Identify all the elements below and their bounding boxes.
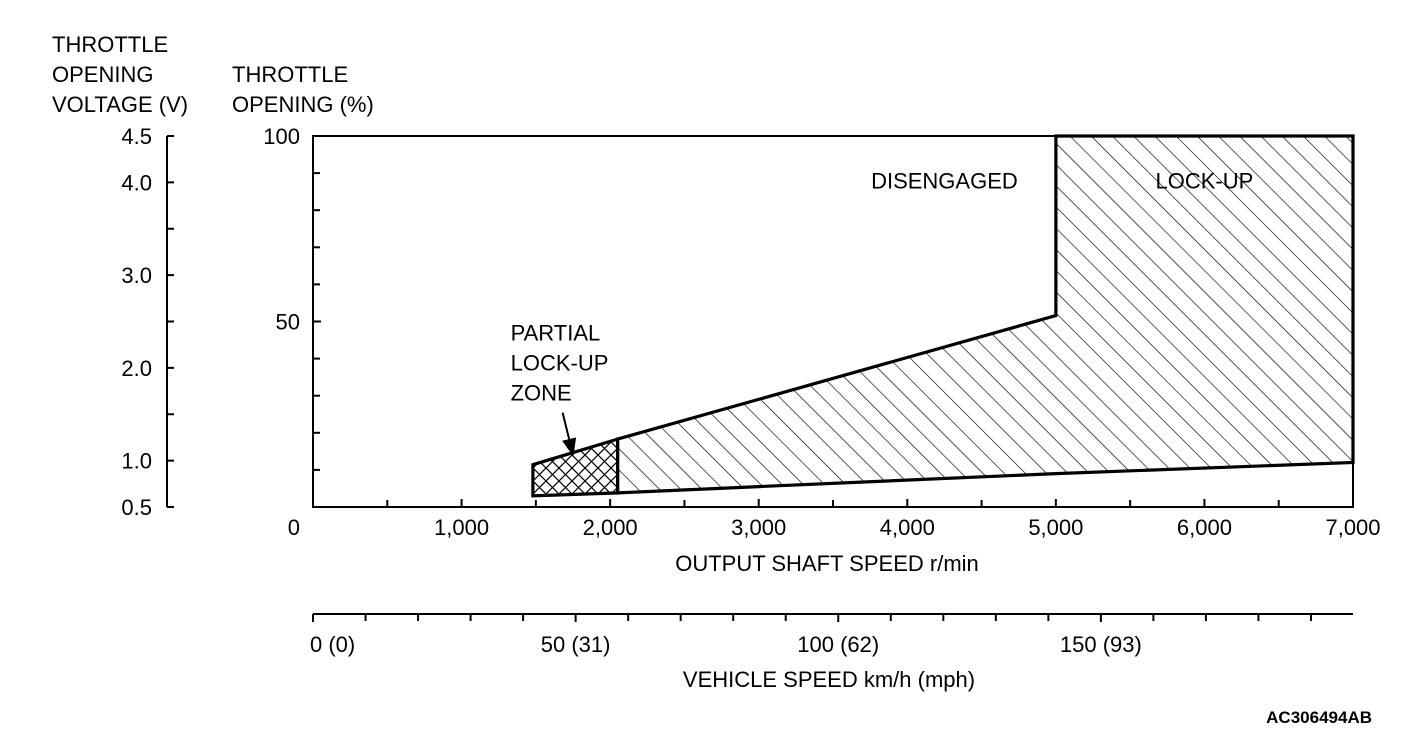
- voltage-axis-label-line: OPENING: [52, 62, 153, 87]
- voltage-tick-label: 2.0: [121, 356, 152, 381]
- voltage-axis-label-line: VOLTAGE (V): [52, 92, 188, 117]
- throttle-tick-label: 100: [263, 124, 300, 149]
- voltage-tick-label: 4.5: [121, 124, 152, 149]
- annotation-label-line: PARTIAL: [511, 321, 601, 346]
- figure-id: AC306494AB: [1266, 708, 1372, 727]
- annotation-label: DISENGAGED: [871, 169, 1018, 194]
- voltage-tick-label: 1.0: [121, 449, 152, 474]
- shaft-speed-tick-label: 4,000: [880, 515, 935, 540]
- annotation-label: LOCK-UP: [1156, 169, 1254, 194]
- shaft-speed-tick-label: 7,000: [1325, 515, 1380, 540]
- voltage-axis: 4.5 4.0 3.0 2.0 1.0 0.5: [121, 124, 174, 520]
- throttle-axis: 100 50 0: [263, 124, 321, 540]
- vehicle-tick-label: 50 (31): [541, 632, 611, 657]
- annotation-label-line: ZONE: [511, 381, 572, 406]
- throttle-axis-label: THROTTLE OPENING (%): [232, 62, 374, 117]
- shaft-speed-axis: 1,000 2,000 3,000 4,000 5,000 6,000 7,000: [386, 499, 1381, 540]
- partial-lockup-region: [531, 436, 620, 498]
- annotation-label-line: LOCK-UP: [1156, 169, 1254, 194]
- shaft-speed-tick-label: 1,000: [434, 515, 489, 540]
- vehicle-tick-label: 100 (62): [797, 632, 879, 657]
- shaft-speed-tick-label: 2,000: [583, 515, 638, 540]
- throttle-axis-label-line: OPENING (%): [232, 92, 374, 117]
- vehicle-tick-label: 150 (93): [1060, 632, 1142, 657]
- annotation-label-line: DISENGAGED: [871, 169, 1018, 194]
- annotations: DISENGAGED LOCK-UP PARTIAL LOCK-UP ZONE: [511, 169, 1254, 457]
- voltage-axis-label-line: THROTTLE: [52, 32, 168, 57]
- shaft-speed-axis-title: OUTPUT SHAFT SPEED r/min: [675, 551, 979, 576]
- annotation-label: PARTIAL LOCK-UP ZONE: [511, 321, 609, 406]
- annotation-arrow: [561, 412, 577, 457]
- shaft-speed-tick-label: 3,000: [731, 515, 786, 540]
- vehicle-speed-axis-title: VEHICLE SPEED km/h (mph): [683, 667, 975, 692]
- shaft-speed-tick-label: 6,000: [1177, 515, 1232, 540]
- throttle-axis-label-line: THROTTLE: [232, 62, 348, 87]
- vehicle-speed-axis: 0 (0) 50 (31) 100 (62) 150 (93): [310, 613, 1353, 657]
- shaft-speed-tick-label: 5,000: [1028, 515, 1083, 540]
- annotation-label-line: LOCK-UP: [511, 351, 609, 376]
- voltage-tick-label: 0.5: [121, 495, 152, 520]
- voltage-tick-label: 4.0: [121, 170, 152, 195]
- throttle-tick-label: 50: [276, 310, 300, 335]
- voltage-tick-label: 3.0: [121, 263, 152, 288]
- throttle-tick-label: 0: [288, 515, 300, 540]
- voltage-axis-label: THROTTLE OPENING VOLTAGE (V): [52, 32, 188, 117]
- chart-regions: [531, 134, 1355, 498]
- vehicle-tick-label: 0 (0): [310, 632, 355, 657]
